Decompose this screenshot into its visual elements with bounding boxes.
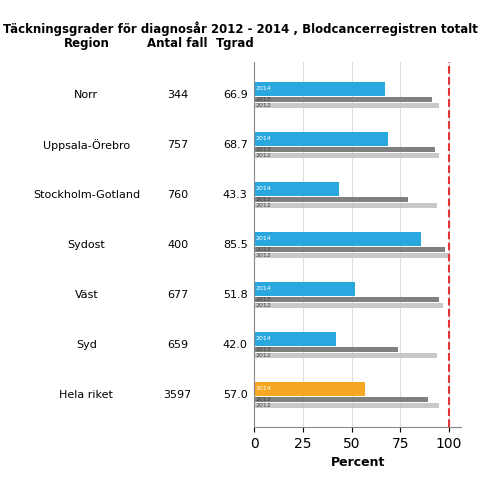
X-axis label: Percent: Percent (330, 456, 385, 469)
Text: 2014: 2014 (255, 386, 271, 391)
Text: 2013: 2013 (255, 396, 271, 402)
Text: 760: 760 (167, 190, 188, 200)
Text: 2012: 2012 (255, 253, 271, 258)
Text: Stockholm-Gotland: Stockholm-Gotland (33, 190, 140, 200)
Text: 66.9: 66.9 (223, 90, 248, 100)
Text: 2013: 2013 (255, 297, 271, 302)
Text: 2013: 2013 (255, 97, 271, 102)
Bar (254, 153, 439, 158)
Bar (254, 97, 432, 102)
Text: 68.7: 68.7 (223, 140, 248, 150)
Text: 344: 344 (167, 90, 188, 100)
Bar (254, 353, 437, 358)
Text: 2012: 2012 (255, 403, 271, 408)
Text: 2014: 2014 (255, 136, 271, 141)
Text: 677: 677 (167, 290, 188, 300)
Text: 85.5: 85.5 (223, 240, 248, 250)
Text: Sydost: Sydost (68, 240, 105, 250)
Text: 2012: 2012 (255, 103, 271, 108)
Text: Syd: Syd (76, 340, 97, 350)
Text: 400: 400 (167, 240, 188, 250)
Text: Tgrad: Tgrad (216, 37, 254, 50)
Bar (254, 332, 336, 346)
Bar (254, 282, 355, 296)
Text: 2014: 2014 (255, 186, 271, 192)
Bar (254, 297, 439, 302)
Text: 2012: 2012 (255, 203, 271, 208)
Text: 757: 757 (167, 140, 188, 150)
Text: 2012: 2012 (255, 153, 271, 158)
Text: Väst: Väst (74, 290, 98, 300)
Text: 3597: 3597 (164, 390, 192, 400)
Text: Hela riket: Hela riket (60, 390, 113, 400)
Text: 2012: 2012 (255, 353, 271, 358)
Text: 2013: 2013 (255, 247, 271, 252)
Text: 2014: 2014 (255, 336, 271, 341)
Text: 42.0: 42.0 (223, 340, 248, 350)
Bar (254, 253, 449, 258)
Text: Norr: Norr (74, 90, 98, 100)
Bar (254, 232, 421, 246)
Text: 2013: 2013 (255, 347, 271, 352)
Text: 43.3: 43.3 (223, 190, 248, 200)
Bar (254, 303, 443, 308)
Text: 2014: 2014 (255, 286, 271, 291)
Bar (254, 403, 439, 408)
Text: 51.8: 51.8 (223, 290, 248, 300)
Bar (254, 197, 408, 202)
Text: Antal fall: Antal fall (147, 37, 208, 50)
Text: 2012: 2012 (255, 303, 271, 308)
Text: 57.0: 57.0 (223, 390, 248, 400)
Text: 2013: 2013 (255, 147, 271, 152)
Bar (254, 203, 437, 208)
Bar (254, 82, 384, 96)
Bar (254, 147, 435, 152)
Bar (254, 182, 339, 196)
Text: Täckningsgrader för diagnosår 2012 - 2014 , Blodcancerregistren totalt: Täckningsgrader för diagnosår 2012 - 201… (2, 22, 478, 36)
Bar (254, 347, 398, 352)
Text: Uppsala-Örebro: Uppsala-Örebro (43, 139, 130, 151)
Text: 659: 659 (167, 340, 188, 350)
Bar (254, 382, 365, 396)
Bar (254, 247, 445, 252)
Text: 2014: 2014 (255, 86, 271, 91)
Text: Region: Region (63, 37, 109, 50)
Text: 2014: 2014 (255, 236, 271, 241)
Bar (254, 103, 439, 108)
Text: 2013: 2013 (255, 197, 271, 202)
Bar (254, 132, 388, 146)
Bar (254, 396, 428, 402)
